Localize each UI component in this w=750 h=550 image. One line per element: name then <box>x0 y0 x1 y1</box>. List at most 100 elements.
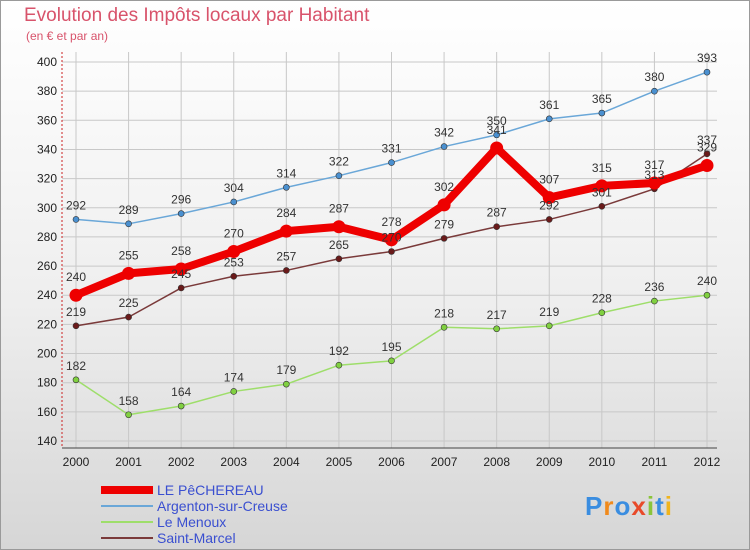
legend-label: Argenton-sur-Creuse <box>157 498 288 514</box>
legend-swatch <box>101 505 153 507</box>
data-label-le-p-chereau: 240 <box>66 270 86 284</box>
data-point-le-menoux <box>335 361 343 369</box>
data-label-le-p-chereau: 284 <box>276 206 296 220</box>
legend-label: Saint-Marcel <box>157 530 236 546</box>
data-label-le-p-chereau: 258 <box>171 244 191 258</box>
legend-swatch <box>101 486 153 494</box>
data-labels: 292 289 296 304 314 322 331 342 350 361 365 380 393 2… <box>66 51 717 408</box>
data-label-argenton-sur-creuse: 289 <box>119 203 139 217</box>
data-label-saint-marcel: 292 <box>539 198 559 212</box>
data-label-argenton-sur-creuse: 380 <box>644 70 664 84</box>
data-point-saint-marcel <box>283 267 290 274</box>
data-point-le-p-chereau <box>647 176 661 190</box>
data-label-argenton-sur-creuse: 350 <box>487 114 507 128</box>
y-tick-label: 360 <box>37 113 57 127</box>
data-point-saint-marcel <box>72 322 80 330</box>
data-label-le-p-chereau: 270 <box>224 227 244 241</box>
data-label-saint-marcel: 257 <box>276 249 296 263</box>
data-point-le-p-chereau <box>595 179 609 193</box>
data-point-argenton-sur-creuse <box>283 184 290 191</box>
data-label-le-p-chereau: 302 <box>434 180 454 194</box>
x-tick-label: 2012 <box>694 455 721 469</box>
data-point-saint-marcel <box>177 284 185 292</box>
data-label-argenton-sur-creuse: 292 <box>66 198 86 212</box>
data-point-le-menoux <box>651 297 658 305</box>
data-point-le-p-chereau <box>227 245 241 258</box>
data-label-saint-marcel: 313 <box>644 168 664 182</box>
data-point-le-p-chereau <box>542 191 556 205</box>
axes: 140 160 180 200 220 240 260 280 300 320 340 360 380 4… <box>37 52 721 469</box>
data-point-le-menoux <box>703 291 711 299</box>
data-point-saint-marcel <box>598 203 606 210</box>
data-label-argenton-sur-creuse: 342 <box>434 126 454 140</box>
data-point-le-p-chereau <box>490 141 504 155</box>
data-point-saint-marcel <box>703 150 711 158</box>
data-point-saint-marcel <box>230 272 238 280</box>
data-label-le-p-chereau: 315 <box>592 161 612 175</box>
data-point-argenton-sur-creuse <box>703 68 711 76</box>
data-point-saint-marcel <box>335 255 343 263</box>
x-tick-label: 2007 <box>431 455 458 469</box>
legend-label: LE PêCHEREAU <box>157 482 264 498</box>
data-label-le-menoux: 240 <box>697 274 717 288</box>
data-point-le-menoux <box>545 322 553 330</box>
y-tick-label: 240 <box>37 288 57 302</box>
x-tick-label: 2002 <box>168 455 195 469</box>
data-label-le-menoux: 179 <box>276 363 296 377</box>
x-tick-label: 2010 <box>588 455 615 469</box>
legend-swatch <box>101 537 153 539</box>
proxiti-logo: Proxiti <box>585 491 673 521</box>
data-label-le-p-chereau: 341 <box>487 123 507 137</box>
x-tick-label: 2009 <box>536 455 563 469</box>
data-label-le-menoux: 218 <box>434 306 454 320</box>
series-lines <box>69 68 714 419</box>
data-point-le-p-chereau <box>122 266 136 280</box>
legend-swatch <box>101 521 153 523</box>
data-point-le-p-chereau <box>69 288 83 302</box>
data-point-argenton-sur-creuse <box>335 172 343 179</box>
x-tick-label: 2003 <box>220 455 247 469</box>
y-tick-label: 320 <box>37 172 57 186</box>
data-label-saint-marcel: 337 <box>697 133 717 147</box>
x-tick-label: 2006 <box>378 455 405 469</box>
data-label-le-p-chereau: 307 <box>539 173 559 187</box>
data-point-argenton-sur-creuse <box>440 143 448 150</box>
y-tick-label: 260 <box>37 259 57 273</box>
data-label-saint-marcel: 225 <box>119 296 139 310</box>
data-point-argenton-sur-creuse <box>598 109 606 117</box>
data-label-le-menoux: 236 <box>644 280 664 294</box>
y-tick-label: 180 <box>37 376 57 390</box>
data-label-le-p-chereau: 317 <box>644 158 664 172</box>
line-chart: 140 160 180 200 220 240 260 280 300 320 340 360 380 4… <box>37 51 721 469</box>
y-tick-label: 160 <box>37 405 57 419</box>
data-label-argenton-sur-creuse: 314 <box>276 166 296 180</box>
data-point-argenton-sur-creuse <box>545 115 553 123</box>
data-label-le-p-chereau: 329 <box>697 140 717 154</box>
data-point-saint-marcel <box>493 223 500 231</box>
data-label-argenton-sur-creuse: 304 <box>224 181 244 195</box>
x-tick-label: 2000 <box>63 455 90 469</box>
data-point-le-menoux <box>388 357 395 365</box>
data-label-saint-marcel: 265 <box>329 238 349 252</box>
chart-subtitle: (en € et par an) <box>26 29 109 43</box>
data-label-saint-marcel: 245 <box>171 267 191 281</box>
data-point-argenton-sur-creuse <box>651 87 658 95</box>
x-tick-label: 2001 <box>115 455 142 469</box>
data-label-saint-marcel: 301 <box>592 185 612 199</box>
data-point-argenton-sur-creuse <box>177 210 185 217</box>
data-label-saint-marcel: 279 <box>434 217 454 231</box>
data-point-le-menoux <box>72 376 80 384</box>
data-point-le-menoux <box>230 388 238 395</box>
data-label-saint-marcel: 253 <box>224 255 244 269</box>
data-label-argenton-sur-creuse: 296 <box>171 193 191 207</box>
data-label-argenton-sur-creuse: 361 <box>539 98 559 112</box>
data-point-le-menoux <box>598 309 606 317</box>
data-label-le-menoux: 217 <box>487 308 507 322</box>
data-label-le-menoux: 158 <box>119 394 139 408</box>
x-tick-label: 2008 <box>483 455 510 469</box>
data-label-le-menoux: 195 <box>381 340 401 354</box>
data-point-le-p-chereau <box>385 233 398 247</box>
grid-lines <box>62 52 717 448</box>
y-tick-label: 200 <box>37 347 57 361</box>
